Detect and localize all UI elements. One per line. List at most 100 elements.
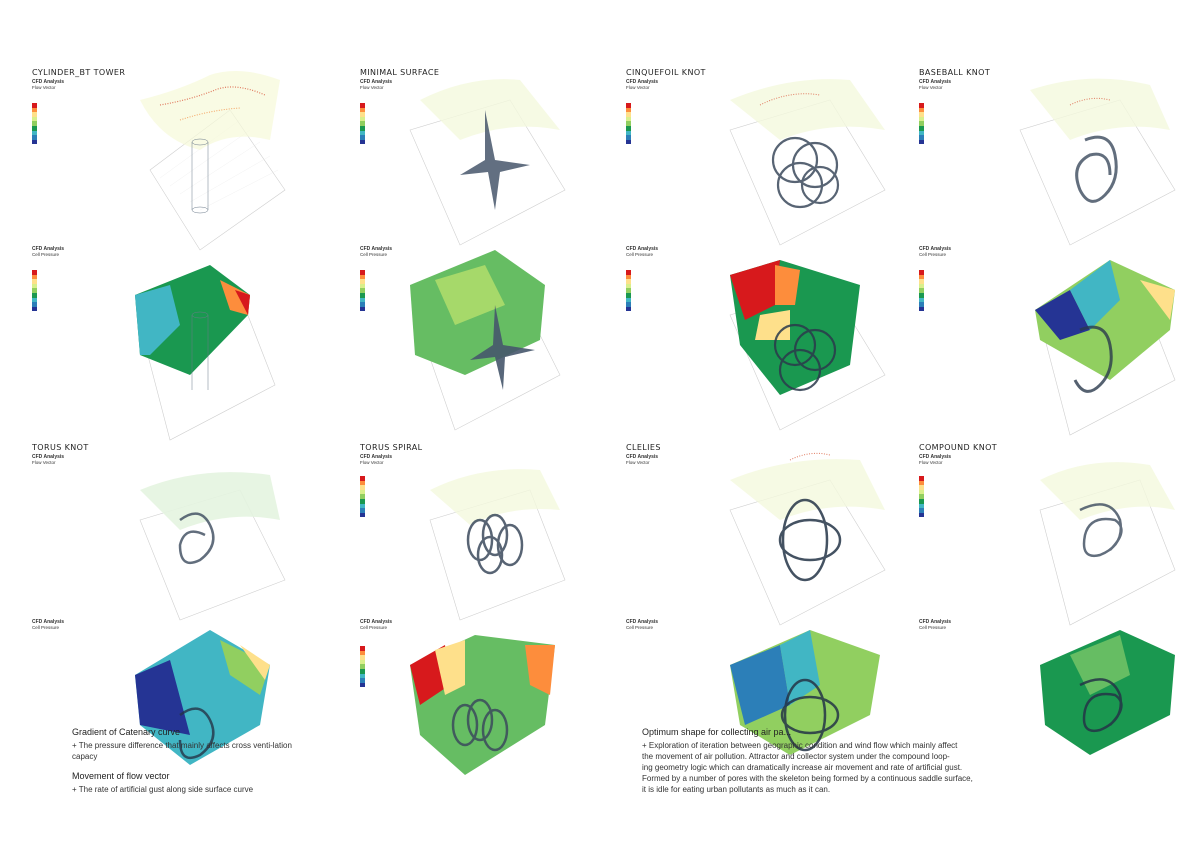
legend-swatch <box>360 485 365 490</box>
panel-title-minimal-surface: MINIMAL SURFACE <box>360 68 440 77</box>
legend-swatch <box>360 283 365 289</box>
legend-swatch <box>360 655 365 660</box>
panel-title-baseball-knot: BASEBALL KNOT <box>919 68 991 77</box>
legend-swatch <box>919 116 924 122</box>
cfd-header: CFD Analysis Flow Vector <box>360 454 393 466</box>
legend-swatch <box>360 476 365 481</box>
legend-swatch <box>919 135 924 140</box>
cfd-header: CFD Analysis Cell Pressure <box>626 246 659 258</box>
legend-swatch <box>32 297 37 303</box>
legend-swatch <box>626 288 631 293</box>
legend-swatch <box>360 139 365 145</box>
legend-swatch <box>919 494 924 499</box>
note-heading: Gradient of Catenary curve <box>72 727 181 737</box>
legend-swatch <box>360 125 365 131</box>
note-text: the movement of air pollution. Attractor… <box>642 752 950 761</box>
legend-swatch <box>919 279 924 284</box>
legend-swatch <box>32 274 37 280</box>
panel-title-compound-knot: COMPOUND KNOT <box>919 443 998 452</box>
legend-swatch <box>919 480 924 486</box>
cell-pressure-plot-cinquefoil-knot <box>729 260 886 431</box>
legend-swatch <box>919 288 924 293</box>
legend-swatch <box>360 279 365 284</box>
legend-swatch <box>919 302 924 307</box>
flow-vector-plot-cylinder <box>140 71 286 251</box>
panel-title-torus-spiral: TORUS SPIRAL <box>360 443 423 452</box>
legend-swatch <box>919 125 924 131</box>
color-legend <box>360 476 365 518</box>
legend-swatch <box>626 103 631 108</box>
cell-pressure-plot-baseball-knot <box>1035 260 1176 436</box>
legend-swatch <box>626 283 631 289</box>
cfd-header: CFD Analysis Cell Pressure <box>626 619 659 631</box>
color-legend <box>919 476 924 518</box>
legend-swatch <box>360 678 365 683</box>
legend-swatch <box>919 508 924 513</box>
legend-swatch <box>626 130 631 136</box>
notes-optimum-shape: Optimum shape for collecting air pa... +… <box>642 727 1022 795</box>
legend-swatch <box>360 116 365 122</box>
color-legend <box>360 103 365 145</box>
panel-title-cylinder: CYLINDER_BT TOWER <box>32 68 126 77</box>
legend-swatch <box>360 664 365 669</box>
legend-swatch <box>32 283 37 289</box>
legend-swatch <box>626 107 631 113</box>
legend-swatch <box>626 270 631 275</box>
color-legend <box>919 270 924 312</box>
note-text: Formed by a number of pores with the ske… <box>642 774 973 783</box>
cfd-header: CFD Analysis Cell Pressure <box>32 246 65 258</box>
note-heading: Optimum shape for collecting air pa... <box>642 727 792 737</box>
legend-swatch <box>32 306 37 312</box>
panel-title-torus-knot: TORUS KNOT <box>32 443 89 452</box>
legend-swatch <box>360 512 365 518</box>
flow-vector-plot-compound-knot <box>1039 462 1176 626</box>
cfd-header: CFD Analysis Flow Vector <box>360 79 393 91</box>
cell-pressure-plot-torus-spiral <box>410 635 555 775</box>
legend-swatch <box>919 292 924 298</box>
legend-swatch <box>626 125 631 131</box>
legend-swatch <box>626 306 631 312</box>
cell-pressure-plot-minimal-surface <box>410 250 561 431</box>
legend-swatch <box>919 283 924 289</box>
legend-swatch <box>32 130 37 136</box>
color-legend <box>32 103 37 145</box>
panel-title-cinquefoil-knot: CINQUEFOIL KNOT <box>626 68 706 77</box>
legend-swatch <box>360 121 365 126</box>
legend-swatch <box>32 302 37 307</box>
legend-swatch <box>360 489 365 495</box>
cfd-header: CFD Analysis Cell Pressure <box>360 619 393 631</box>
flow-vector-plot-torus-spiral <box>429 469 566 621</box>
flow-vector-plot-baseball-knot <box>1019 78 1176 246</box>
cfd-header: CFD Analysis Flow Vector <box>32 454 65 466</box>
legend-swatch <box>360 107 365 113</box>
legend-swatch <box>919 270 924 275</box>
legend-swatch <box>32 125 37 131</box>
color-legend <box>360 646 365 688</box>
legend-swatch <box>360 112 365 117</box>
legend-swatch <box>360 135 365 140</box>
note-text: + The pressure difference that mainly af… <box>72 741 292 761</box>
cell-pressure-plot-torus-knot <box>135 630 270 765</box>
legend-swatch <box>919 306 924 312</box>
panel-title-clelies: CLELIES <box>626 443 661 452</box>
legend-swatch <box>360 292 365 298</box>
legend-swatch <box>32 139 37 145</box>
legend-swatch <box>360 503 365 509</box>
cell-pressure-plot-compound-knot <box>1040 630 1175 755</box>
cfd-header: CFD Analysis Flow Vector <box>919 454 952 466</box>
legend-swatch <box>360 682 365 688</box>
legend-swatch <box>360 480 365 486</box>
note-text: ing geometry logic which can dramaticall… <box>642 763 963 772</box>
legend-swatch <box>360 297 365 303</box>
cfd-header: CFD Analysis Flow Vector <box>32 79 65 91</box>
legend-swatch <box>32 292 37 298</box>
legend-swatch <box>626 139 631 145</box>
legend-swatch <box>360 650 365 656</box>
legend-swatch <box>32 279 37 284</box>
legend-swatch <box>360 270 365 275</box>
legend-swatch <box>360 508 365 513</box>
legend-swatch <box>919 112 924 117</box>
cfd-header: CFD Analysis Cell Pressure <box>360 246 393 258</box>
legend-swatch <box>919 139 924 145</box>
